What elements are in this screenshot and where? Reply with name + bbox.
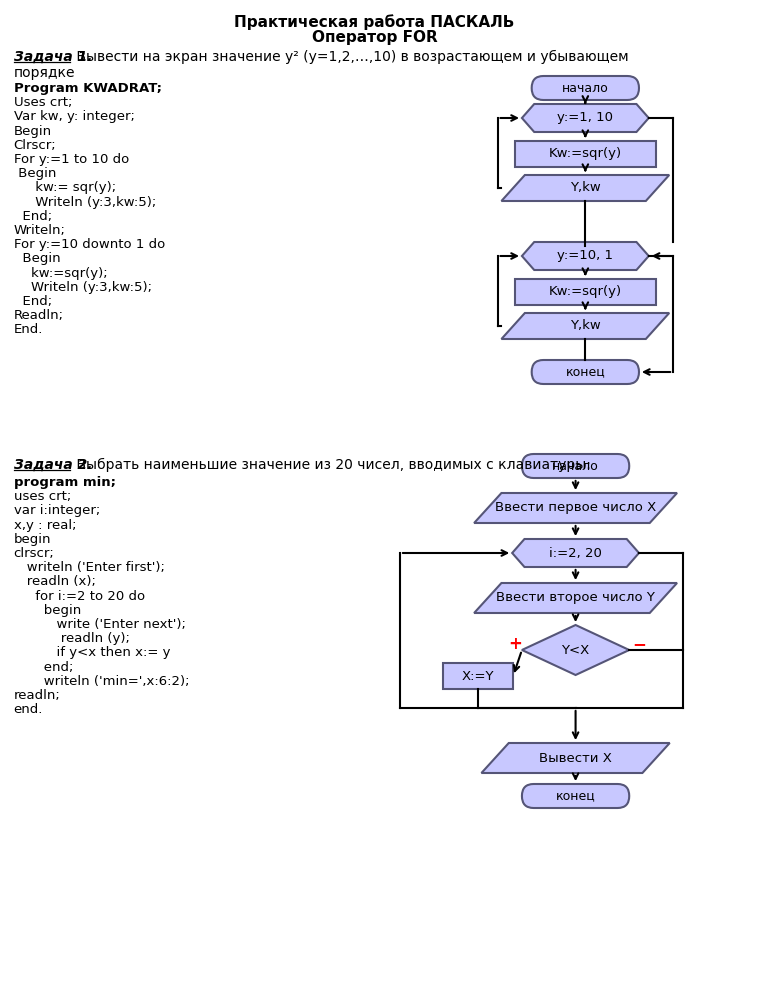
Text: x,y : real;: x,y : real; bbox=[14, 519, 76, 532]
Text: Задача 1.: Задача 1. bbox=[14, 50, 92, 64]
Text: X:=Y: X:=Y bbox=[462, 670, 495, 683]
Text: End;: End; bbox=[14, 210, 51, 223]
Text: Y,kw: Y,kw bbox=[570, 319, 601, 333]
Text: Uses crt;: Uses crt; bbox=[14, 96, 72, 109]
Text: Begin: Begin bbox=[14, 167, 56, 180]
Text: readln (y);: readln (y); bbox=[14, 632, 130, 645]
Text: y:=1, 10: y:=1, 10 bbox=[558, 111, 614, 124]
Text: end;: end; bbox=[14, 661, 73, 674]
Text: readln (x);: readln (x); bbox=[14, 576, 95, 588]
Text: Ввести первое число X: Ввести первое число X bbox=[495, 502, 656, 515]
Text: program min;: program min; bbox=[14, 476, 116, 489]
Text: Y<X: Y<X bbox=[561, 643, 590, 656]
Text: Вывести на экран значение y² (y=1,2,…,10) в возрастающем и убывающем: Вывести на экран значение y² (y=1,2,…,10… bbox=[72, 50, 629, 64]
Text: begin: begin bbox=[14, 603, 81, 617]
Polygon shape bbox=[512, 539, 639, 567]
Text: For y:=10 downto 1 do: For y:=10 downto 1 do bbox=[14, 239, 165, 251]
Text: Begin: Begin bbox=[14, 124, 51, 137]
Text: i:=2, 20: i:=2, 20 bbox=[549, 547, 602, 560]
Text: Выбрать наименьшие значение из 20 чисел, вводимых с клавиатуры:: Выбрать наименьшие значение из 20 чисел,… bbox=[72, 458, 591, 472]
Text: For y:=1 to 10 do: For y:=1 to 10 do bbox=[14, 153, 129, 166]
FancyBboxPatch shape bbox=[522, 784, 629, 808]
Text: End;: End; bbox=[14, 295, 51, 308]
Polygon shape bbox=[482, 743, 670, 773]
Text: Var kw, y: integer;: Var kw, y: integer; bbox=[14, 110, 134, 123]
Text: Вывести X: Вывести X bbox=[539, 751, 612, 764]
Text: writeln ('min=',x:6:2);: writeln ('min=',x:6:2); bbox=[14, 675, 189, 688]
FancyBboxPatch shape bbox=[522, 454, 629, 478]
Text: end.: end. bbox=[14, 703, 43, 717]
Text: begin: begin bbox=[14, 533, 51, 546]
FancyBboxPatch shape bbox=[531, 76, 639, 100]
Text: clrscr;: clrscr; bbox=[14, 547, 55, 560]
Text: конец: конец bbox=[565, 366, 605, 379]
Text: Kw:=sqr(y): Kw:=sqr(y) bbox=[549, 147, 622, 160]
Text: writeln ('Enter first');: writeln ('Enter first'); bbox=[14, 562, 164, 575]
Text: kw:= sqr(y);: kw:= sqr(y); bbox=[14, 181, 116, 195]
Text: Begin: Begin bbox=[14, 252, 60, 265]
Polygon shape bbox=[522, 104, 649, 132]
Text: Kw:=sqr(y): Kw:=sqr(y) bbox=[549, 285, 622, 298]
Text: var i:integer;: var i:integer; bbox=[14, 504, 100, 518]
Text: начало: начало bbox=[552, 459, 599, 472]
Text: kw:=sqr(y);: kw:=sqr(y); bbox=[14, 266, 108, 279]
Text: Writeln (y:3,kw:5);: Writeln (y:3,kw:5); bbox=[14, 280, 151, 294]
Polygon shape bbox=[522, 242, 649, 270]
Text: −: − bbox=[632, 635, 646, 653]
Text: начало: начало bbox=[562, 82, 609, 94]
Polygon shape bbox=[474, 583, 677, 613]
Polygon shape bbox=[474, 493, 677, 523]
Text: Задача 2.: Задача 2. bbox=[14, 458, 92, 472]
Text: Практическая работа ПАСКАЛЬ: Практическая работа ПАСКАЛЬ bbox=[234, 14, 515, 30]
Text: Ввести второе число Y: Ввести второе число Y bbox=[496, 591, 655, 604]
Text: readln;: readln; bbox=[14, 689, 61, 702]
Polygon shape bbox=[502, 175, 669, 201]
Text: for i:=2 to 20 do: for i:=2 to 20 do bbox=[14, 589, 145, 602]
Text: y:=10, 1: y:=10, 1 bbox=[558, 249, 614, 262]
Text: Clrscr;: Clrscr; bbox=[14, 139, 56, 152]
Text: Y,kw: Y,kw bbox=[570, 182, 601, 195]
Bar bbox=[515, 141, 656, 167]
Text: конец: конец bbox=[556, 789, 595, 802]
Text: +: + bbox=[508, 635, 522, 653]
Text: Program KWADRAT;: Program KWADRAT; bbox=[14, 82, 161, 95]
Text: порядке: порядке bbox=[14, 66, 75, 80]
Bar bbox=[515, 279, 656, 305]
Text: if y<x then x:= y: if y<x then x:= y bbox=[14, 646, 170, 659]
Text: Оператор FOR: Оператор FOR bbox=[312, 30, 438, 45]
Text: Writeln;: Writeln; bbox=[14, 224, 65, 237]
Bar bbox=[443, 663, 513, 689]
Polygon shape bbox=[502, 313, 669, 339]
Text: Writeln (y:3,kw:5);: Writeln (y:3,kw:5); bbox=[14, 196, 156, 209]
Text: write ('Enter next');: write ('Enter next'); bbox=[14, 618, 186, 631]
FancyBboxPatch shape bbox=[531, 360, 639, 384]
Text: End.: End. bbox=[14, 323, 43, 336]
Polygon shape bbox=[522, 625, 629, 675]
Text: Readln;: Readln; bbox=[14, 309, 64, 322]
Text: uses crt;: uses crt; bbox=[14, 490, 71, 503]
